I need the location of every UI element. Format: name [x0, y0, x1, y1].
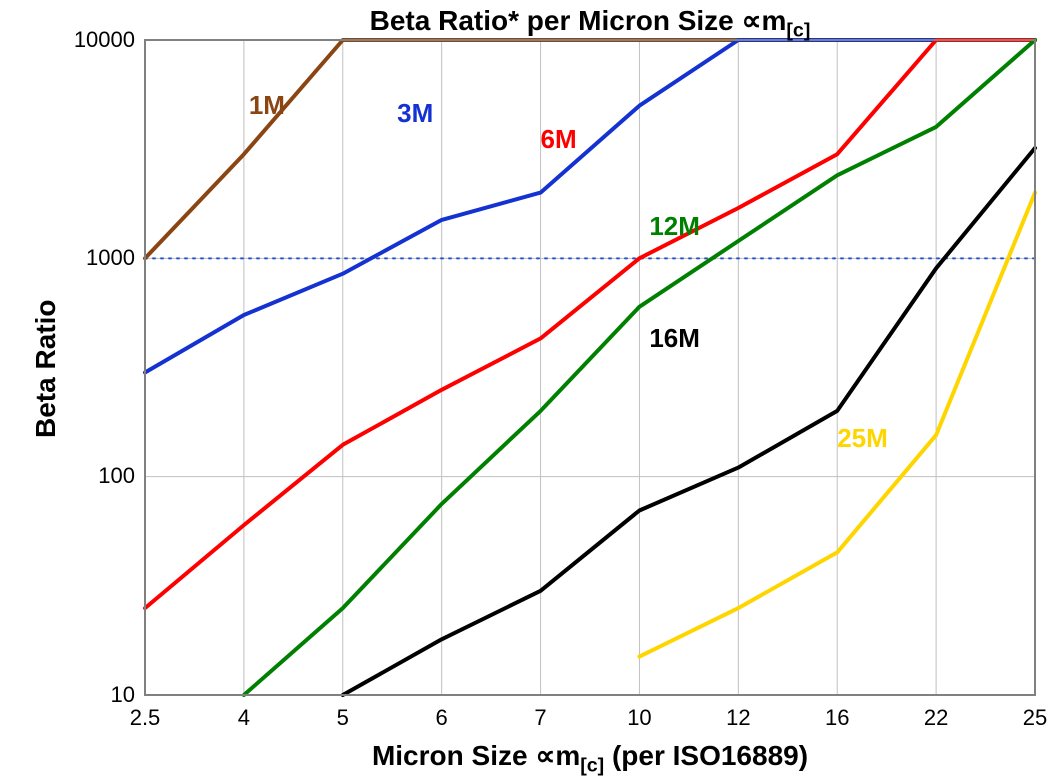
x-tick-label: 5 — [313, 705, 373, 731]
x-tick-label: 7 — [511, 705, 571, 731]
y-axis-label: Beta Ratio — [30, 299, 62, 437]
series-label-3m: 3M — [397, 98, 433, 129]
x-tick-label: 16 — [807, 705, 867, 731]
series-label-16m: 16M — [649, 323, 700, 354]
series-label-12m: 12M — [649, 211, 700, 242]
x-tick-label: 22 — [906, 705, 966, 731]
series-label-25m: 25M — [837, 423, 888, 454]
x-tick-label: 12 — [708, 705, 768, 731]
x-tick-label: 2.5 — [115, 705, 175, 731]
y-tick-label: 100 — [98, 463, 135, 489]
x-axis-label: Micron Size ∝m[c] (per ISO16889) — [145, 739, 1035, 778]
x-tick-label: 6 — [412, 705, 472, 731]
series-label-6m: 6M — [541, 124, 577, 155]
y-tick-label: 10000 — [74, 27, 135, 53]
x-tick-label: 25 — [1005, 705, 1055, 731]
series-label-1m: 1M — [249, 90, 285, 121]
x-tick-label: 4 — [214, 705, 274, 731]
chart-svg — [0, 0, 1055, 781]
y-tick-label: 1000 — [86, 245, 135, 271]
beta-ratio-chart: Beta Ratio* per Micron Size ∝m[c] Beta R… — [0, 0, 1055, 781]
x-tick-label: 10 — [609, 705, 669, 731]
chart-title: Beta Ratio* per Micron Size ∝m[c] — [145, 4, 1035, 43]
y-tick-label: 10 — [111, 682, 135, 708]
